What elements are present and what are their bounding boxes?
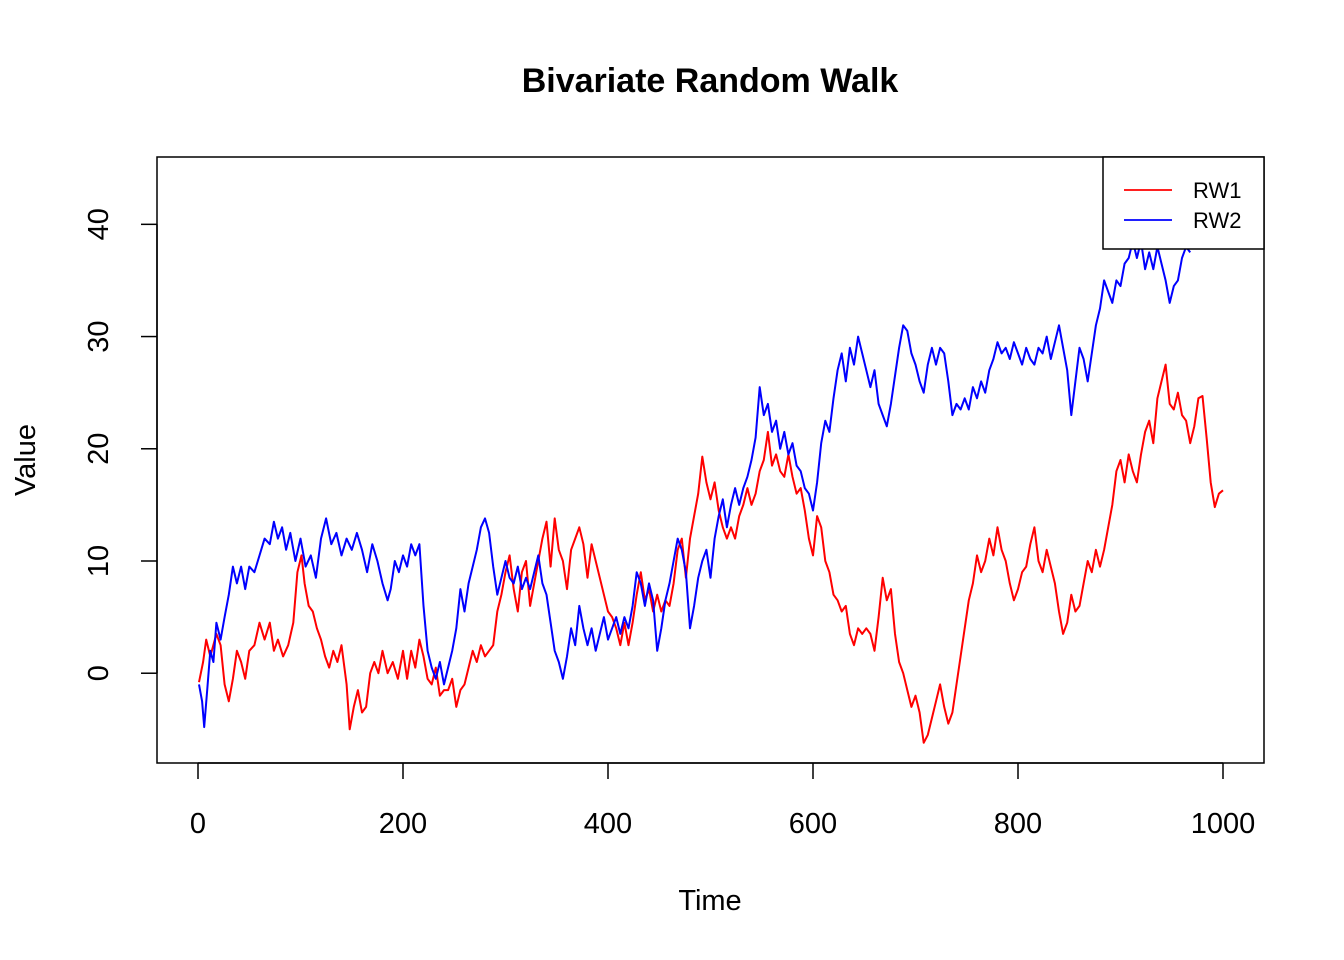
- legend: RW1 RW2: [1102, 156, 1265, 250]
- x-tick-label: 1000: [1191, 808, 1256, 840]
- x-axis: 0 200 400 600 800 1000: [190, 762, 1256, 840]
- y-tick-label: 40: [83, 208, 115, 240]
- x-tick-label: 400: [584, 808, 632, 840]
- y-tick-label: 10: [83, 545, 115, 577]
- y-axis-label: Value: [10, 424, 42, 496]
- chart-title: Bivariate Random Walk: [522, 62, 899, 100]
- legend-label-rw1: RW1: [1193, 178, 1242, 203]
- series-line-rw2: [198, 240, 1192, 729]
- y-axis: 0 10 20 30 40: [83, 208, 158, 681]
- y-tick-label: 30: [83, 320, 115, 352]
- x-tick-label: 600: [789, 808, 837, 840]
- x-tick-label: 800: [994, 808, 1042, 840]
- x-tick-label: 0: [190, 808, 206, 840]
- legend-box: [1102, 156, 1265, 250]
- y-tick-label: 0: [83, 665, 115, 681]
- series-line-rw1: [198, 363, 1224, 744]
- y-tick-label: 20: [83, 433, 115, 465]
- legend-label-rw2: RW2: [1193, 208, 1242, 233]
- plot-lines: [198, 240, 1224, 744]
- x-tick-label: 200: [379, 808, 427, 840]
- x-axis-label: Time: [678, 885, 741, 917]
